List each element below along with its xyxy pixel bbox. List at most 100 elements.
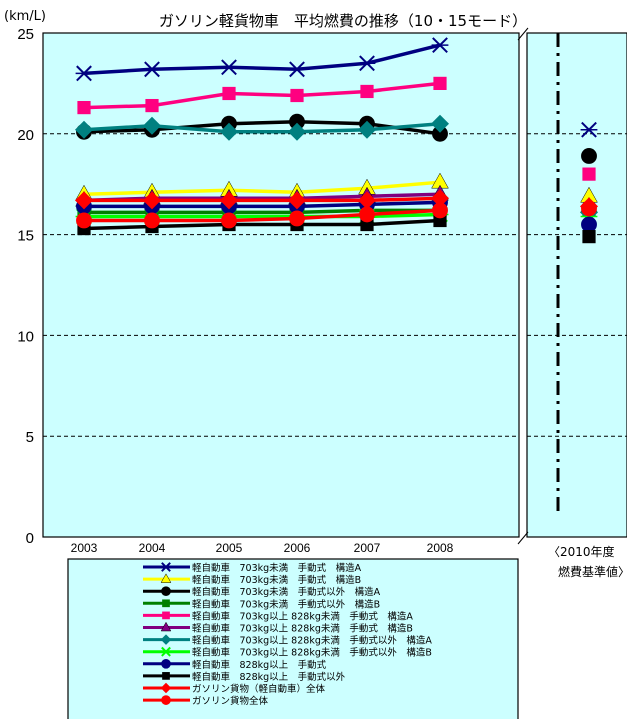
legend-swatch-marker <box>161 586 171 597</box>
point-s5-2003 <box>77 100 91 115</box>
y-tick-label-15: 15 <box>17 228 34 245</box>
legend-label: 軽自動車 828kg以上 手動式 <box>192 659 327 671</box>
legend-swatch-marker <box>162 672 170 680</box>
legend-swatch-marker <box>161 695 171 705</box>
series-line-3 <box>83 119 441 136</box>
point-s12-2006 <box>289 210 305 227</box>
target-label-line2: 燃費基準値〉 <box>558 564 627 579</box>
series-line-11 <box>84 196 441 203</box>
series-5 <box>77 76 447 115</box>
y-axis-label: (km/L) <box>4 9 46 24</box>
legend-entry-12: ガソリン貨物全体 <box>143 695 269 707</box>
point-s11-2008 <box>431 189 449 208</box>
legend-label: 軽自動車 703kg未満 手動式 構造A <box>192 562 362 574</box>
legend-label: 軽自動車 703kg以上 828kg未満 手動式 構造B <box>192 623 413 635</box>
point-s5-2004 <box>145 98 159 113</box>
y-tick-label-0: 0 <box>26 530 34 547</box>
x-tick-label-2008: 2008 <box>427 541 454 555</box>
series-12 <box>76 202 448 229</box>
chart-title: ガソリン軽貨物車 平均燃費の推移（10・15モード） <box>159 12 527 30</box>
legend-entry-9: 軽自動車 828kg以上 手動式 <box>143 659 327 671</box>
y-tick-label-5: 5 <box>26 429 34 446</box>
series-line-7 <box>83 121 441 134</box>
point-s11-2005 <box>220 191 238 210</box>
target-point-s10 <box>582 230 596 244</box>
legend-label: 軽自動車 828kg以上 手動式以外 <box>192 671 346 683</box>
legend-label: 軽自動車 703kg未満 手動式以外 構造B <box>192 598 380 610</box>
target-area <box>526 32 627 538</box>
y-tick-label-25: 25 <box>17 26 34 43</box>
point-s1-2005 <box>220 59 238 76</box>
legend-entry-6: 軽自動車 703kg以上 828kg未満 手動式 構造B <box>143 621 413 635</box>
target-point-s9 <box>581 216 597 233</box>
point-s11-2006 <box>288 191 306 210</box>
point-s5-2006 <box>290 88 304 103</box>
point-s7-2006 <box>288 122 306 141</box>
series-7 <box>75 114 449 141</box>
legend-swatch-marker <box>160 634 172 645</box>
legend-entry-11: ガソリン貨物（軽自動車）全体 <box>143 682 326 695</box>
point-s7-2005 <box>220 122 238 141</box>
point-s1-2004 <box>143 61 161 78</box>
x-tick-label-2003: 2003 <box>71 541 98 555</box>
point-s7-2004 <box>143 116 161 135</box>
point-s12-2004 <box>144 212 160 229</box>
series-11 <box>75 189 449 210</box>
target-point-s5 <box>582 167 596 181</box>
point-s11-2003 <box>75 191 93 210</box>
legend-swatch-marker <box>161 562 171 572</box>
legend-entry-3: 軽自動車 703kg未満 手動式以外 構造A <box>143 586 381 598</box>
series-line-8 <box>84 212 441 219</box>
target-point-s12 <box>581 200 597 217</box>
legend-entry-1: 軽自動車 703kg未満 手動式 構造A <box>143 562 362 574</box>
legend-label: ガソリン貨物全体 <box>192 695 269 707</box>
point-s5-2007 <box>360 84 374 99</box>
x-tick-label-2007: 2007 <box>354 541 381 555</box>
point-s1-2008 <box>431 37 449 54</box>
legend-entry-8: 軽自動車 703kg以上 828kg未満 手動式以外 構造B <box>143 647 432 659</box>
legend-label: 軽自動車 703kg未満 手動式 構造B <box>192 574 361 586</box>
series-line-5 <box>83 81 441 110</box>
series-line-12 <box>84 208 441 223</box>
point-s11-2004 <box>143 191 161 210</box>
x-tick-label-2005: 2005 <box>216 541 243 555</box>
series-line-1 <box>83 43 441 76</box>
point-s12-2007 <box>359 206 375 223</box>
point-s1-2007 <box>358 55 376 72</box>
legend-entry-2: 軽自動車 703kg未満 手動式 構造B <box>143 573 361 586</box>
target-label-line1: 〈2010年度 <box>548 544 615 559</box>
point-s1-2003 <box>75 65 93 82</box>
legend-entry-7: 軽自動車 703kg以上 828kg未満 手動式以外 構造A <box>143 634 432 647</box>
series-line-9 <box>84 200 441 209</box>
legend-label: 軽自動車 703kg以上 828kg未満 手動式以外 構造A <box>192 635 432 647</box>
legend-swatch-marker <box>162 599 170 608</box>
point-s7-2008 <box>431 114 449 133</box>
legend-label: ガソリン貨物（軽自動車）全体 <box>192 683 326 695</box>
point-s12-2005 <box>221 212 237 229</box>
plot-area <box>42 32 520 538</box>
point-s5-2005 <box>222 86 236 101</box>
legend-label: 軽自動車 703kg以上 828kg未満 手動式以外 構造B <box>192 647 432 659</box>
series-1 <box>75 37 449 82</box>
series-line-2 <box>83 180 441 197</box>
legend-swatch-marker <box>160 682 172 694</box>
point-s12-2003 <box>76 212 92 229</box>
legend-entry-10: 軽自動車 828kg以上 手動式以外 <box>143 671 346 683</box>
point-s7-2003 <box>75 120 93 139</box>
axis-break-bottom <box>517 531 529 545</box>
x-tick-label-2006: 2006 <box>284 541 311 555</box>
legend-label: 軽自動車 703kg以上 828kg未満 手動式 構造A <box>192 610 413 622</box>
y-tick-label-20: 20 <box>17 127 34 144</box>
point-s11-2007 <box>358 191 376 210</box>
target-point-s1 <box>580 121 598 138</box>
series-line-10 <box>83 218 441 231</box>
legend-swatch-marker <box>161 646 171 657</box>
x-tick-label-2004: 2004 <box>139 541 166 555</box>
legend-swatch-marker <box>160 573 172 583</box>
point-s5-2008 <box>433 76 447 90</box>
y-tick-label-10: 10 <box>17 328 34 345</box>
legend-label: 軽自動車 703kg未満 手動式以外 構造A <box>192 586 381 598</box>
legend-swatch-marker <box>160 621 172 632</box>
legend-entry-5: 軽自動車 703kg以上 828kg未満 手動式 構造A <box>143 610 413 622</box>
